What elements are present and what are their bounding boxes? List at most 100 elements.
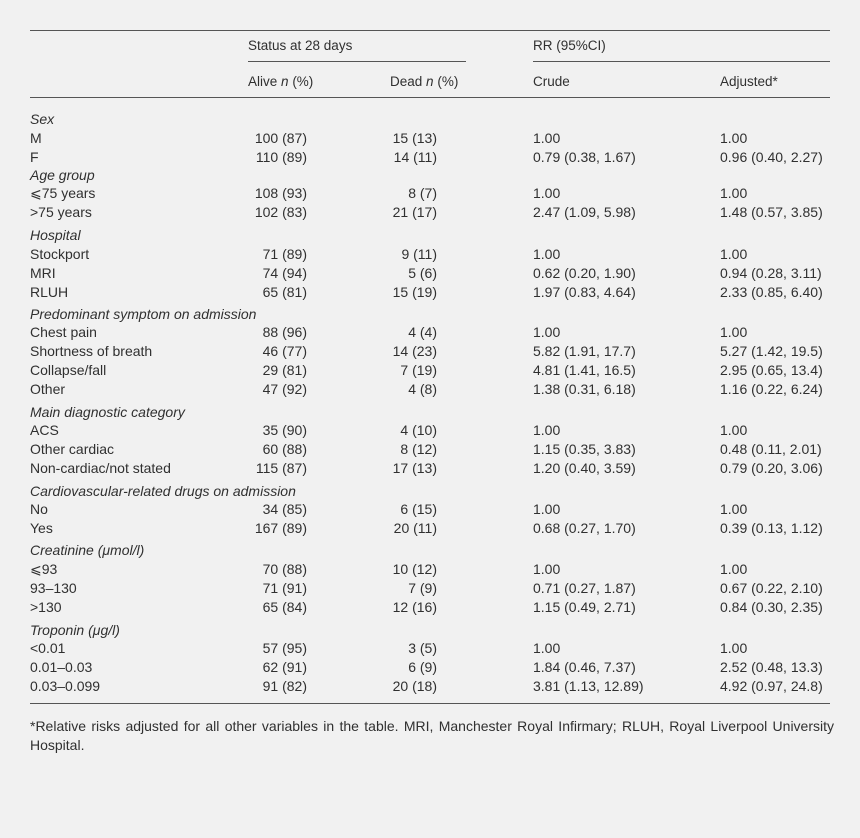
row-label: ⩽75 years (30, 185, 96, 201)
row-label: 0.03–0.099 (30, 678, 101, 694)
row-label: <0.01 (30, 640, 66, 656)
row-label: Stockport (30, 246, 90, 262)
status-group-header: Status at 28 days (248, 38, 353, 53)
alive-cell: 34 (85) (262, 501, 307, 517)
alive-cell: 71 (91) (262, 580, 307, 596)
dead-cell: 7 (19) (400, 362, 437, 378)
adjusted-cell: 2.33 (0.85, 6.40) (720, 284, 823, 300)
dead-cell: 6 (9) (408, 659, 437, 675)
adjusted-cell: 0.48 (0.11, 2.01) (720, 441, 822, 457)
alive-cell: 62 (91) (262, 659, 307, 675)
dead-cell: 17 (13) (392, 460, 437, 476)
dead-cell: 20 (18) (392, 678, 437, 694)
alive-cell: 100 (87) (254, 130, 307, 146)
group-title: Hospital (30, 227, 81, 243)
adjusted-cell: 2.95 (0.65, 13.4) (720, 362, 823, 378)
crude-cell: 1.00 (533, 185, 561, 201)
alive-cell: 74 (94) (262, 265, 307, 281)
dead-cell: 20 (11) (393, 520, 437, 536)
row-label: Other cardiac (30, 441, 115, 457)
row-label: Collapse/fall (30, 362, 107, 378)
dead-cell: 8 (12) (400, 441, 437, 457)
header-top-rule (30, 30, 830, 31)
alive-cell: 65 (81) (262, 284, 307, 300)
row-label: ⩽93 (30, 561, 58, 577)
crude-cell: 1.38 (0.31, 6.18) (533, 381, 636, 397)
dead-cell: 14 (23) (392, 343, 437, 359)
dead-cell: 7 (9) (408, 580, 437, 596)
crude-cell: 1.00 (533, 324, 561, 340)
row-label: M (30, 130, 42, 146)
adjusted-cell: 2.52 (0.48, 13.3) (720, 659, 823, 675)
dead-cell: 6 (15) (400, 501, 437, 517)
alive-cell: 29 (81) (262, 362, 307, 378)
adjusted-cell: 1.00 (720, 561, 748, 577)
adjusted-cell: 0.39 (0.13, 1.12) (720, 520, 823, 536)
alive-cell: 70 (88) (262, 561, 307, 577)
crude-cell: 1.20 (0.40, 3.59) (533, 460, 636, 476)
dead-cell: 15 (19) (392, 284, 437, 300)
crude-cell: 1.97 (0.83, 4.64) (533, 284, 636, 300)
adjusted-cell: 1.48 (0.57, 3.85) (720, 204, 823, 220)
group-title: Troponin (μg/l) (30, 622, 120, 638)
crude-cell: 4.81 (1.41, 16.5) (533, 362, 636, 378)
crude-cell: 0.62 (0.20, 1.90) (533, 265, 636, 281)
group-title: Sex (30, 111, 55, 127)
dead-cell: 9 (11) (401, 246, 437, 262)
adjusted-cell: 0.67 (0.22, 2.10) (720, 580, 823, 596)
row-label: Shortness of breath (30, 343, 153, 359)
alive-cell: 47 (92) (262, 381, 307, 397)
row-label: RLUH (30, 284, 69, 300)
adjusted-cell: 1.00 (720, 640, 748, 656)
status-group-rule (248, 61, 466, 62)
alive-cell: 65 (84) (262, 599, 307, 615)
table-bottom-rule (30, 703, 830, 704)
crude-cell: 1.15 (0.35, 3.83) (533, 441, 636, 457)
crude-cell: 0.79 (0.38, 1.67) (533, 149, 636, 165)
adjusted-cell: 5.27 (1.42, 19.5) (720, 343, 823, 359)
row-label: Chest pain (30, 324, 97, 340)
alive-cell: 102 (83) (254, 204, 307, 220)
alive-cell: 167 (89) (254, 520, 307, 536)
dead-cell: 3 (5) (408, 640, 437, 656)
adjusted-cell: 1.00 (720, 422, 748, 438)
header-bottom-rule (30, 97, 830, 98)
crude-cell: 1.15 (0.49, 2.71) (533, 599, 636, 615)
crude-cell: 1.00 (533, 130, 561, 146)
adjusted-cell: 0.79 (0.20, 3.06) (720, 460, 823, 476)
group-title: Predominant symptom on admission (30, 306, 257, 322)
dead-cell: 10 (12) (392, 561, 437, 577)
row-label: >130 (30, 599, 62, 615)
adjusted-cell: 0.84 (0.30, 2.35) (720, 599, 823, 615)
alive-cell: 60 (88) (262, 441, 307, 457)
crude-cell: 5.82 (1.91, 17.7) (533, 343, 636, 359)
alive-cell: 88 (96) (262, 324, 307, 340)
dead-cell: 4 (4) (408, 324, 437, 340)
crude-cell: 3.81 (1.13, 12.89) (533, 678, 644, 694)
alive-cell: 115 (87) (255, 460, 307, 476)
group-title: Creatinine (μmol/l) (30, 542, 145, 558)
alive-column-header: Alive n (%) (248, 74, 314, 89)
dead-cell: 12 (16) (392, 599, 437, 615)
alive-cell: 46 (77) (262, 343, 307, 359)
dead-cell: 15 (13) (392, 130, 437, 146)
crude-cell: 1.00 (533, 422, 561, 438)
alive-cell: 71 (89) (262, 246, 307, 262)
crude-cell: 0.71 (0.27, 1.87) (533, 580, 636, 596)
row-label: No (30, 501, 48, 517)
row-label: Non-cardiac/not stated (30, 460, 171, 476)
group-title: Cardiovascular-related drugs on admissio… (30, 483, 296, 499)
crude-cell: 1.00 (533, 246, 561, 262)
row-label: Other (30, 381, 66, 397)
crude-cell: 2.47 (1.09, 5.98) (533, 204, 636, 220)
row-label: >75 years (30, 204, 92, 220)
adjusted-cell: 1.16 (0.22, 6.24) (720, 381, 823, 397)
adjusted-cell: 1.00 (720, 130, 748, 146)
alive-cell: 57 (95) (262, 640, 307, 656)
row-label: 0.01–0.03 (30, 659, 93, 675)
crude-cell: 0.68 (0.27, 1.70) (533, 520, 636, 536)
dead-cell: 5 (6) (408, 265, 437, 281)
dead-cell: 21 (17) (392, 204, 437, 220)
row-label: Yes (30, 520, 53, 536)
